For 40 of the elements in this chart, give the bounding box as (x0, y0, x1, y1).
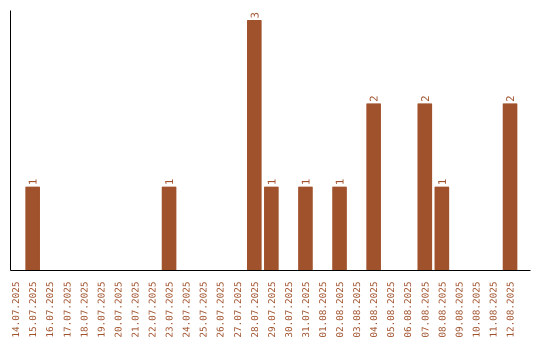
data-label: 2 (418, 95, 432, 102)
data-label: 2 (368, 95, 381, 102)
x-tick-label: 29.07.2025 (266, 281, 278, 338)
x-tick-label: 02.08.2025 (335, 281, 346, 338)
data-label: 1 (334, 178, 347, 186)
x-tick-label: 21.07.2025 (130, 281, 142, 338)
x-tick-label: 26.07.2025 (216, 281, 227, 338)
x-tick-label: 24.07.2025 (182, 281, 193, 338)
x-tick-label: 30.07.2025 (284, 281, 295, 338)
x-tick-label: 04.08.2025 (369, 281, 380, 338)
x-tick-label: 22.07.2025 (148, 281, 159, 338)
x-tick-label: 31.07.2025 (300, 281, 312, 338)
x-tick-label: 16.07.2025 (45, 281, 56, 338)
data-label: 1 (265, 178, 278, 186)
x-tick-label: 18.07.2025 (79, 281, 90, 338)
x-tick-label: 17.07.2025 (62, 281, 74, 338)
x-tick-label: 19.07.2025 (96, 281, 108, 338)
x-tick-label: 28.07.2025 (250, 281, 261, 338)
x-tick-label: 06.08.2025 (403, 281, 414, 338)
x-tick-label: 25.07.2025 (198, 281, 210, 338)
x-tick-label: 14.07.2025 (11, 281, 22, 338)
x-tick-label: 15.07.2025 (28, 281, 40, 338)
x-tick-label: 12.08.2025 (506, 281, 517, 338)
data-label: 1 (299, 178, 312, 186)
x-tick-label: 20.07.2025 (113, 281, 124, 338)
x-tick-label: 11.08.2025 (488, 281, 500, 338)
x-tick-label: 09.08.2025 (454, 281, 466, 338)
x-tick-label: 05.08.2025 (386, 281, 398, 338)
x-tick-label: 27.07.2025 (232, 281, 244, 338)
x-tick-label: 10.08.2025 (471, 281, 482, 338)
x-tick-label: 08.08.2025 (437, 281, 448, 338)
x-tick-label: 23.07.2025 (164, 281, 176, 338)
data-label: 3 (248, 12, 262, 18)
data-label: 1 (26, 178, 40, 186)
data-label: 2 (504, 95, 518, 102)
x-tick-label: 07.08.2025 (420, 281, 432, 338)
data-label: 1 (163, 178, 176, 186)
x-tick-label: 01.08.2025 (318, 281, 329, 338)
x-tick-label: 03.08.2025 (352, 281, 364, 338)
data-label: 1 (436, 178, 449, 186)
